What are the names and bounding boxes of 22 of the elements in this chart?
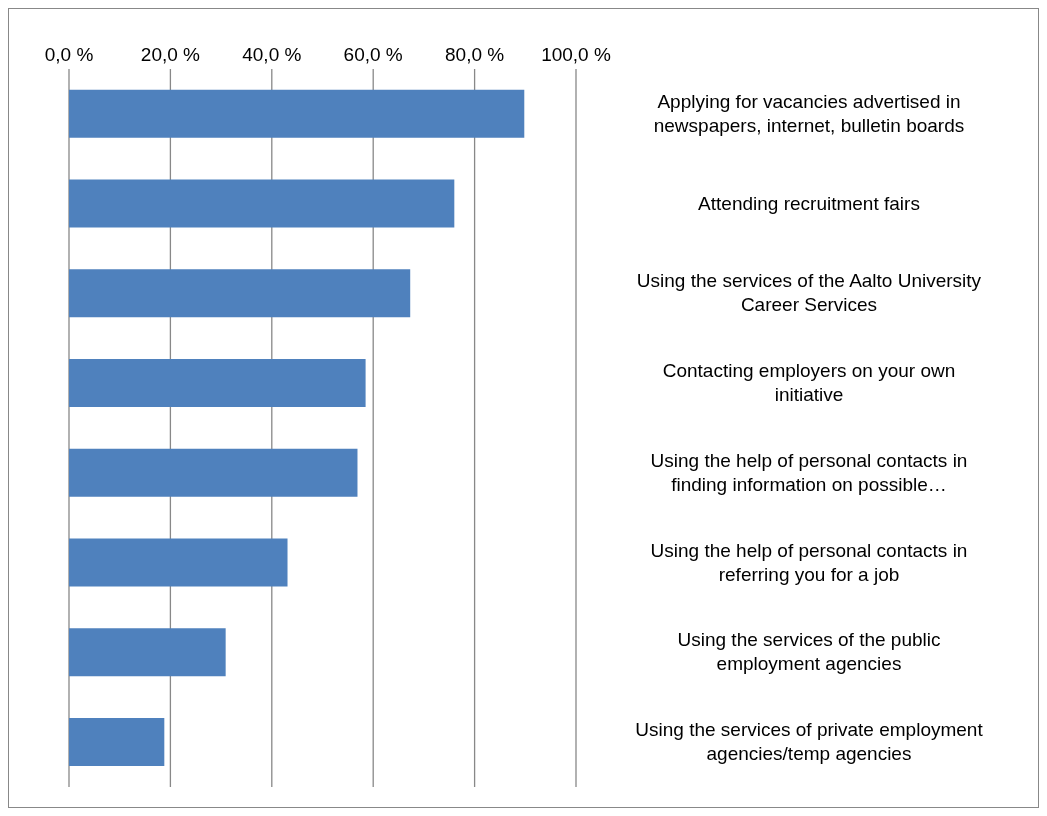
x-tick-label: 60,0 %	[343, 44, 403, 65]
x-tick-label: 80,0 %	[445, 44, 505, 65]
y-tick-label: Using the services of the public employment agencies	[677, 629, 941, 675]
y-tick-label: Using the services of the Aalto University Career Services	[636, 270, 982, 316]
y-tick-label: Contacting employers on your own initiative	[662, 360, 956, 406]
y-tick-label: Attending recruitment fairs	[698, 192, 920, 214]
bar	[69, 179, 455, 228]
x-tick-label: 0,0 %	[44, 44, 94, 65]
bar	[69, 717, 165, 766]
bar	[69, 358, 366, 407]
bar	[69, 628, 226, 677]
y-tick-label: Using the services of private employment agencies/temp agencies	[635, 719, 984, 765]
bar	[69, 538, 288, 587]
bar	[69, 89, 525, 138]
y-tick-label: Applying for vacancies advertised in newspapers, internet, bulletin boards	[653, 90, 965, 136]
y-tick-label: Using the help of personal contacts in finding information on possible…	[650, 449, 968, 495]
bar	[69, 269, 411, 318]
y-tick-label: Using the help of personal contacts in referring you for a job	[650, 539, 968, 585]
bar	[69, 448, 358, 497]
x-tick-label: 20,0 %	[140, 44, 201, 65]
x-tick-label: 100,0 %	[541, 44, 611, 65]
x-tick-label: 40,0 %	[242, 44, 302, 65]
